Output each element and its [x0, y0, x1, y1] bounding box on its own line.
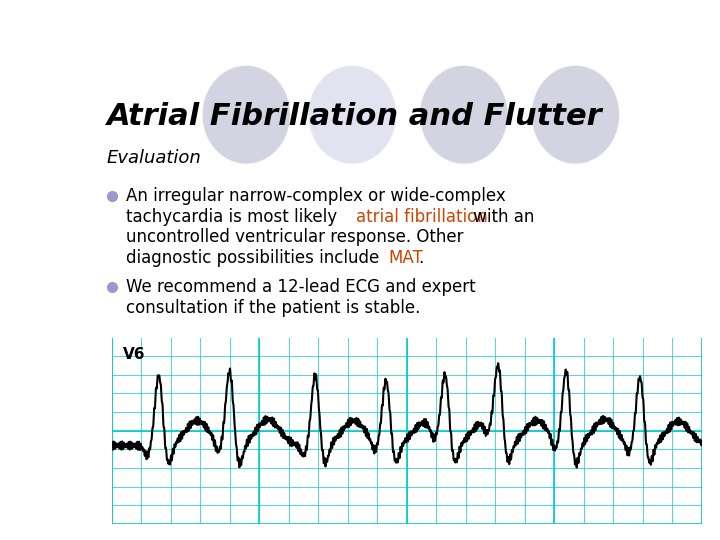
Text: diagnostic possibilities include: diagnostic possibilities include	[126, 249, 384, 267]
Text: tachycardia is most likely: tachycardia is most likely	[126, 207, 343, 226]
Text: We recommend a 12-lead ECG and expert: We recommend a 12-lead ECG and expert	[126, 278, 476, 296]
Text: consultation if the patient is stable.: consultation if the patient is stable.	[126, 299, 420, 317]
Text: Atrial Fibrillation and Flutter: Atrial Fibrillation and Flutter	[107, 102, 603, 131]
Ellipse shape	[419, 65, 508, 165]
Text: Evaluation: Evaluation	[107, 150, 202, 167]
Ellipse shape	[202, 65, 291, 165]
Ellipse shape	[531, 65, 620, 165]
Text: .: .	[418, 249, 423, 267]
Text: MAT: MAT	[388, 249, 423, 267]
Text: V6: V6	[123, 347, 146, 362]
Text: with an: with an	[468, 207, 534, 226]
Text: An irregular narrow-complex or wide-complex: An irregular narrow-complex or wide-comp…	[126, 187, 506, 205]
Ellipse shape	[307, 65, 397, 165]
Text: uncontrolled ventricular response. Other: uncontrolled ventricular response. Other	[126, 228, 464, 246]
Text: atrial fibrillation: atrial fibrillation	[356, 207, 487, 226]
